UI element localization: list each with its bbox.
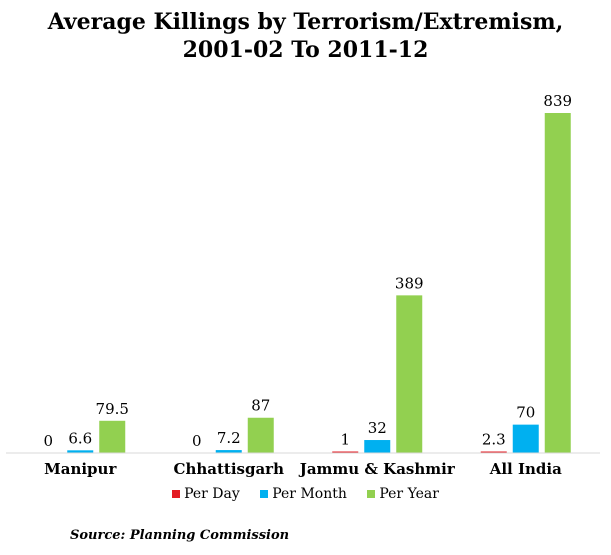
data-label-all-india-per-year: 839 — [543, 92, 572, 110]
legend-swatch-per-month — [260, 490, 269, 498]
bar-manipur-per-month — [67, 450, 94, 453]
legend-label-per-year: Per Year — [379, 486, 439, 502]
bar-jammu-kashmir-per-day — [332, 451, 359, 453]
bars-group: 0 6.679.5 0 7.2 87 1 32 389 2.3 70 839 — [43, 92, 572, 453]
data-label-manipur-per-day: 0 — [43, 432, 53, 450]
data-label-manipur-per-year: 79.5 — [96, 400, 129, 418]
category-label-manipur: Manipur — [44, 460, 117, 478]
bar-chhattisgarh-per-year — [247, 417, 274, 453]
chart-title: Average Killings by Terrorism/Extremism,… — [0, 8, 611, 64]
legend-item-per-month: Per Month — [260, 486, 347, 502]
chart-title-line-2: 2001-02 To 2011-12 — [182, 37, 429, 63]
bar-all-india-per-year — [544, 113, 571, 453]
category-label-all-india: All India — [489, 460, 562, 478]
category-label-chhattisgarh: Chhattisgarh — [174, 460, 285, 478]
data-label-all-india-per-day: 2.3 — [482, 431, 506, 449]
data-label-chhattisgarh-per-day: 0 — [192, 432, 202, 450]
legend-item-per-day: Per Day — [172, 486, 240, 502]
bar-all-india-per-month — [512, 424, 539, 453]
category-labels: Manipur Chhattisgarh Jammu & Kashmir All In… — [44, 460, 562, 478]
source-note: Source: Planning Commission — [70, 528, 290, 543]
legend-label-per-month: Per Month — [272, 486, 347, 502]
chart-title-line-1: Average Killings by Terrorism/Extremism, — [47, 9, 564, 35]
data-label-chhattisgarh-per-month: 7.2 — [217, 429, 241, 447]
bar-chhattisgarh-per-month — [215, 450, 242, 453]
bar-jammu-kashmir-per-year — [396, 295, 423, 453]
category-label-jammu-kashmir: Jammu & Kashmir — [298, 460, 456, 478]
bar-all-india-per-day — [480, 451, 507, 453]
bar-jammu-kashmir-per-month — [364, 440, 391, 453]
data-label-chhattisgarh-per-year: 87 — [251, 397, 270, 415]
bar-chart: 0 6.679.5 0 7.2 87 1 32 389 2.3 70 839 Manipur Chha… — [6, 92, 600, 478]
legend: Per Day Per Month Per Year — [0, 486, 611, 502]
data-label-manipur-per-month: 6.6 — [68, 429, 92, 447]
data-label-all-india-per-month: 70 — [516, 404, 535, 422]
legend-item-per-year: Per Year — [367, 486, 439, 502]
legend-label-per-day: Per Day — [184, 486, 240, 502]
legend-swatch-per-day — [172, 490, 181, 498]
bar-manipur-per-year — [99, 420, 126, 453]
data-label-jammu-kashmir-per-day: 1 — [340, 431, 350, 449]
legend-swatch-per-year — [367, 490, 376, 498]
data-label-jammu-kashmir-per-year: 389 — [395, 274, 424, 292]
data-label-jammu-kashmir-per-month: 32 — [368, 419, 387, 437]
